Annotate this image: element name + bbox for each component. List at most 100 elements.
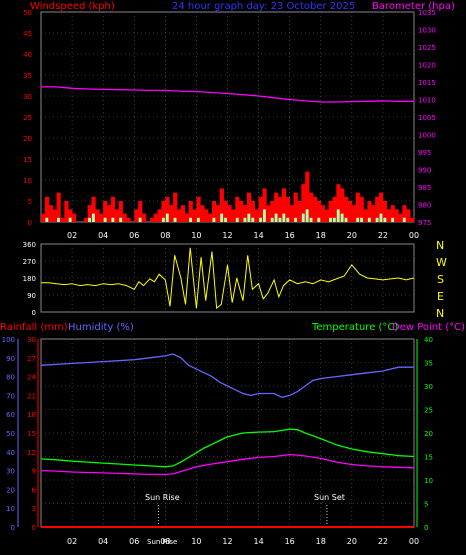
wind-bar bbox=[363, 209, 368, 222]
wind-bar bbox=[157, 209, 162, 222]
gust-bar bbox=[301, 213, 305, 222]
rain-y-tick-label: 24 bbox=[27, 374, 36, 382]
wind-y-tick-label: 25 bbox=[23, 114, 32, 122]
wind-y-tick-label: 30 bbox=[23, 93, 32, 101]
gust-bar bbox=[173, 217, 177, 222]
wind-bar bbox=[332, 196, 337, 222]
rain-y-tick-label: 9 bbox=[32, 468, 36, 476]
direction-y-tick-label: 0 bbox=[32, 309, 36, 317]
wind-bar bbox=[114, 209, 120, 222]
rain-y-tick-label: 15 bbox=[27, 430, 36, 438]
climate-x-tick-label: 12 bbox=[222, 537, 232, 546]
gust-bar bbox=[259, 217, 262, 222]
barometer-y-tick-label: 1005 bbox=[418, 114, 436, 122]
gust-bar bbox=[235, 217, 239, 222]
direction-y-tick-label: 90 bbox=[27, 292, 36, 300]
wind-bar bbox=[289, 205, 294, 222]
temp-y-tick-label: 20 bbox=[424, 430, 433, 438]
wind-x-tick-label: 18 bbox=[316, 231, 326, 240]
wind-bar bbox=[371, 205, 376, 222]
wind-bar bbox=[375, 196, 380, 222]
wind-bar bbox=[134, 209, 139, 222]
gust-bar bbox=[119, 217, 123, 222]
temperature-axis-title: Temperature (°C) bbox=[311, 322, 398, 333]
gust-bar bbox=[138, 217, 142, 222]
humidity-y-tick-label: 20 bbox=[6, 486, 15, 494]
gust-bar bbox=[189, 217, 193, 222]
wind-bar bbox=[91, 196, 96, 222]
wind-bar bbox=[386, 209, 391, 222]
gust-bar bbox=[224, 217, 227, 222]
gust-bar bbox=[45, 217, 49, 222]
wind-bar bbox=[394, 209, 399, 222]
sun-set-label: Sun Set bbox=[314, 493, 345, 502]
rain-y-tick-label: 21 bbox=[27, 392, 36, 400]
wind-direction-line bbox=[41, 247, 415, 310]
climate-x-tick-label: 10 bbox=[191, 537, 201, 546]
wind-bar bbox=[246, 192, 252, 222]
wind-bar bbox=[305, 171, 310, 222]
gust-bar bbox=[317, 217, 321, 222]
climate-x-tick-label: 14 bbox=[253, 537, 263, 546]
barometer-y-tick-label: 990 bbox=[418, 167, 431, 175]
wind-bar bbox=[336, 184, 341, 222]
humidity-y-tick-label: 10 bbox=[6, 505, 15, 513]
wind-bar bbox=[320, 205, 325, 222]
chart-title: 24 hour graph day: 23 October 2025 bbox=[172, 1, 355, 12]
climate-x-tick-label: 06 bbox=[129, 537, 139, 546]
gust-bar bbox=[375, 217, 379, 222]
humidity-y-tick-label: 100 bbox=[2, 336, 15, 344]
wind-bar bbox=[301, 184, 306, 222]
gust-bar bbox=[270, 217, 274, 222]
gust-bar bbox=[161, 217, 165, 222]
wind-bar bbox=[340, 188, 345, 222]
wind-y-tick-label: 0 bbox=[28, 219, 32, 227]
wind-y-tick-label: 45 bbox=[23, 30, 32, 38]
temp-y-tick-label: 35 bbox=[424, 360, 433, 368]
humidity-y-tick-label: 60 bbox=[6, 411, 15, 419]
gust-bar bbox=[282, 213, 286, 222]
wind-bar bbox=[208, 213, 213, 222]
temp-y-tick-label: 30 bbox=[424, 383, 433, 391]
humidity-y-tick-label: 30 bbox=[6, 468, 15, 476]
gust-bar bbox=[251, 217, 255, 222]
wind-bar bbox=[173, 192, 178, 222]
wind-bar bbox=[192, 209, 197, 222]
wind-x-tick-label: 04 bbox=[98, 231, 108, 240]
gust-bar bbox=[379, 213, 383, 222]
wind-x-tick-label: 16 bbox=[285, 231, 295, 240]
wind-bar bbox=[200, 205, 205, 222]
gust-bar bbox=[332, 217, 336, 222]
barometer-y-tick-label: 980 bbox=[418, 202, 431, 210]
rain-axis-title: Rainfall (mm) bbox=[0, 322, 68, 333]
rain-y-tick-label: 0 bbox=[32, 524, 36, 532]
wind-bar bbox=[184, 213, 189, 222]
wind-bar bbox=[274, 192, 279, 222]
gust-bar bbox=[336, 209, 340, 222]
barometer-y-tick-label: 1000 bbox=[418, 132, 436, 140]
wind-bar bbox=[83, 217, 88, 222]
wind-x-tick-label: 22 bbox=[378, 231, 388, 240]
humidity-y-tick-label: 50 bbox=[6, 430, 15, 438]
wind-bar bbox=[161, 201, 166, 222]
gust-bar bbox=[88, 217, 92, 222]
gust-bar bbox=[220, 213, 224, 222]
rain-y-tick-label: 30 bbox=[27, 336, 36, 344]
gust-bar bbox=[111, 217, 115, 222]
wind-bar bbox=[367, 201, 372, 222]
gust-bar bbox=[262, 209, 266, 222]
wind-bar bbox=[165, 196, 170, 222]
wind-y-tick-label: 50 bbox=[23, 9, 32, 17]
wind-bar bbox=[316, 201, 322, 222]
rain-y-tick-label: 3 bbox=[32, 505, 36, 513]
wind-bar bbox=[390, 205, 395, 222]
sun-rise-axis-label: Sun Rise bbox=[147, 538, 177, 546]
wind-y-tick-label: 35 bbox=[23, 72, 32, 80]
temp-y-tick-label: 40 bbox=[424, 336, 433, 344]
temp-y-tick-label: 25 bbox=[424, 407, 433, 415]
climate-x-tick-label: 00 bbox=[409, 537, 419, 546]
wind-bar bbox=[87, 205, 92, 222]
temp-y-tick-label: 5 bbox=[424, 501, 428, 509]
wind-bar bbox=[262, 188, 267, 222]
wind-bar bbox=[169, 205, 174, 222]
